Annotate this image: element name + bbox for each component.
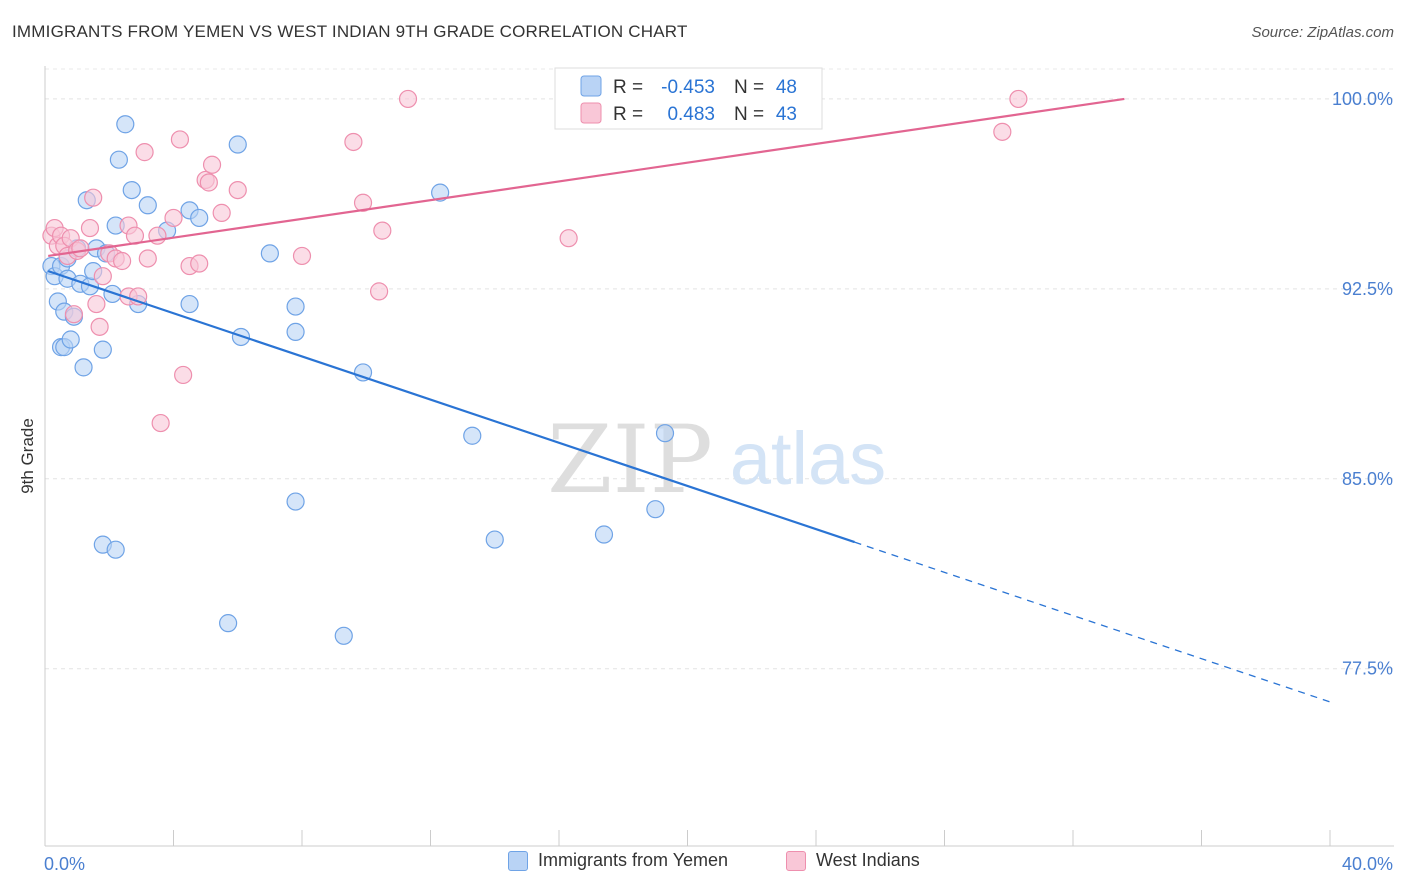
point-series1-25 xyxy=(151,413,170,433)
point-series0-9 xyxy=(61,330,80,349)
y-tick-label-1: 92.5% xyxy=(1342,279,1393,299)
point-series1-12 xyxy=(87,294,106,314)
point-series1-32 xyxy=(199,173,218,192)
point-series1-27 xyxy=(170,130,190,149)
point-series0-30 xyxy=(180,294,199,314)
point-series1-37 xyxy=(344,132,363,152)
point-series1-43 xyxy=(993,122,1012,141)
y-tick-label-3: 77.5% xyxy=(1342,659,1393,679)
point-series0-41 xyxy=(485,530,504,549)
stats-r-label-yemen: R = xyxy=(613,77,643,98)
stats-r-label-west-indians: R = xyxy=(613,104,643,125)
point-series1-10 xyxy=(80,218,100,238)
trend-line-series1 xyxy=(48,97,1125,258)
point-series1-7 xyxy=(64,305,84,324)
point-series1-26 xyxy=(164,208,183,228)
point-series0-38 xyxy=(463,426,482,445)
point-series0-24 xyxy=(122,180,141,200)
trend-lines xyxy=(47,97,1331,703)
point-series0-18 xyxy=(93,340,112,359)
point-series1-42 xyxy=(559,229,578,248)
watermark-atlas: atlas xyxy=(730,417,886,500)
point-series1-34 xyxy=(212,203,231,222)
legend-label-yemen: Immigrants from Yemen xyxy=(538,850,729,870)
point-series1-44 xyxy=(1009,89,1028,109)
stats-n-value-yemen: 48 xyxy=(776,77,797,98)
point-series0-47 xyxy=(334,626,353,645)
y-tick-label-0: 100.0% xyxy=(1332,89,1393,109)
point-series0-34 xyxy=(286,297,305,316)
point-series1-9 xyxy=(71,239,90,258)
axis-labels: 100.0% 92.5% 85.0% 77.5% 0.0% 40.0% 9th Grade xyxy=(18,89,1393,874)
point-series0-31 xyxy=(228,135,247,154)
trend-line-series0 xyxy=(47,270,855,544)
point-series0-42 xyxy=(594,525,614,544)
point-series0-33 xyxy=(260,244,279,263)
point-series1-40 xyxy=(373,221,392,240)
data-points xyxy=(42,89,1028,645)
point-series1-35 xyxy=(228,180,247,200)
point-series0-23 xyxy=(116,115,135,134)
point-series0-13 xyxy=(74,358,93,377)
point-series1-39 xyxy=(370,282,389,301)
y-tick-label-2: 85.0% xyxy=(1342,469,1393,489)
legend-item-yemen: Immigrants from Yemen xyxy=(508,850,728,871)
point-series0-39 xyxy=(655,424,675,443)
point-series0-46 xyxy=(219,614,238,633)
point-series1-30 xyxy=(190,254,209,273)
stats-legend-box: R = -0.453 N = 48 R = 0.483 N = 43 xyxy=(554,67,823,130)
stats-r-value-west-indians: 0.483 xyxy=(667,104,715,125)
x-tick-label-1: 40.0% xyxy=(1342,854,1393,874)
point-series0-29 xyxy=(190,208,209,228)
stats-n-value-west-indians: 43 xyxy=(776,104,797,125)
point-series1-33 xyxy=(202,155,222,174)
source-label: Source: ZipAtlas.com xyxy=(1251,24,1394,41)
watermark-zip: ZIP xyxy=(547,406,713,515)
point-series1-28 xyxy=(174,365,193,385)
point-series1-41 xyxy=(398,89,418,109)
stats-n-label-yemen: N = xyxy=(734,77,764,98)
point-series1-23 xyxy=(138,249,157,268)
point-series0-43 xyxy=(646,500,665,519)
watermark: ZIP atlas xyxy=(547,406,886,515)
point-series0-26 xyxy=(138,196,157,215)
stats-swatch-yemen xyxy=(580,75,602,97)
point-series1-11 xyxy=(84,188,103,207)
trend-line-extension-series0 xyxy=(854,541,1331,703)
stats-n-label-west-indians: N = xyxy=(734,104,764,125)
legend-swatch-west-indians xyxy=(786,850,806,871)
point-series0-35 xyxy=(286,322,305,342)
point-series0-36 xyxy=(353,363,373,382)
point-series0-22 xyxy=(109,150,128,169)
point-series0-45 xyxy=(106,540,125,559)
point-series0-40 xyxy=(286,492,305,511)
stats-swatch-west-indians xyxy=(580,102,602,124)
point-series1-22 xyxy=(135,143,154,162)
point-series0-37 xyxy=(431,183,450,202)
legend-item-west-indians: West Indians xyxy=(786,850,920,871)
point-series1-17 xyxy=(112,251,132,271)
axes xyxy=(44,66,1394,847)
y-axis-label: 9th Grade xyxy=(18,418,37,494)
legend-swatch-yemen xyxy=(508,850,528,871)
point-series1-14 xyxy=(93,267,112,286)
legend-label-west-indians: West Indians xyxy=(816,850,920,870)
point-series1-13 xyxy=(90,317,109,336)
chart-title: IMMIGRANTS FROM YEMEN VS WEST INDIAN 9TH… xyxy=(12,22,688,41)
point-series1-36 xyxy=(292,246,312,266)
x-tick-label-0: 0.0% xyxy=(44,854,85,874)
stats-r-value-yemen: -0.453 xyxy=(661,77,715,98)
point-series1-38 xyxy=(353,193,373,212)
